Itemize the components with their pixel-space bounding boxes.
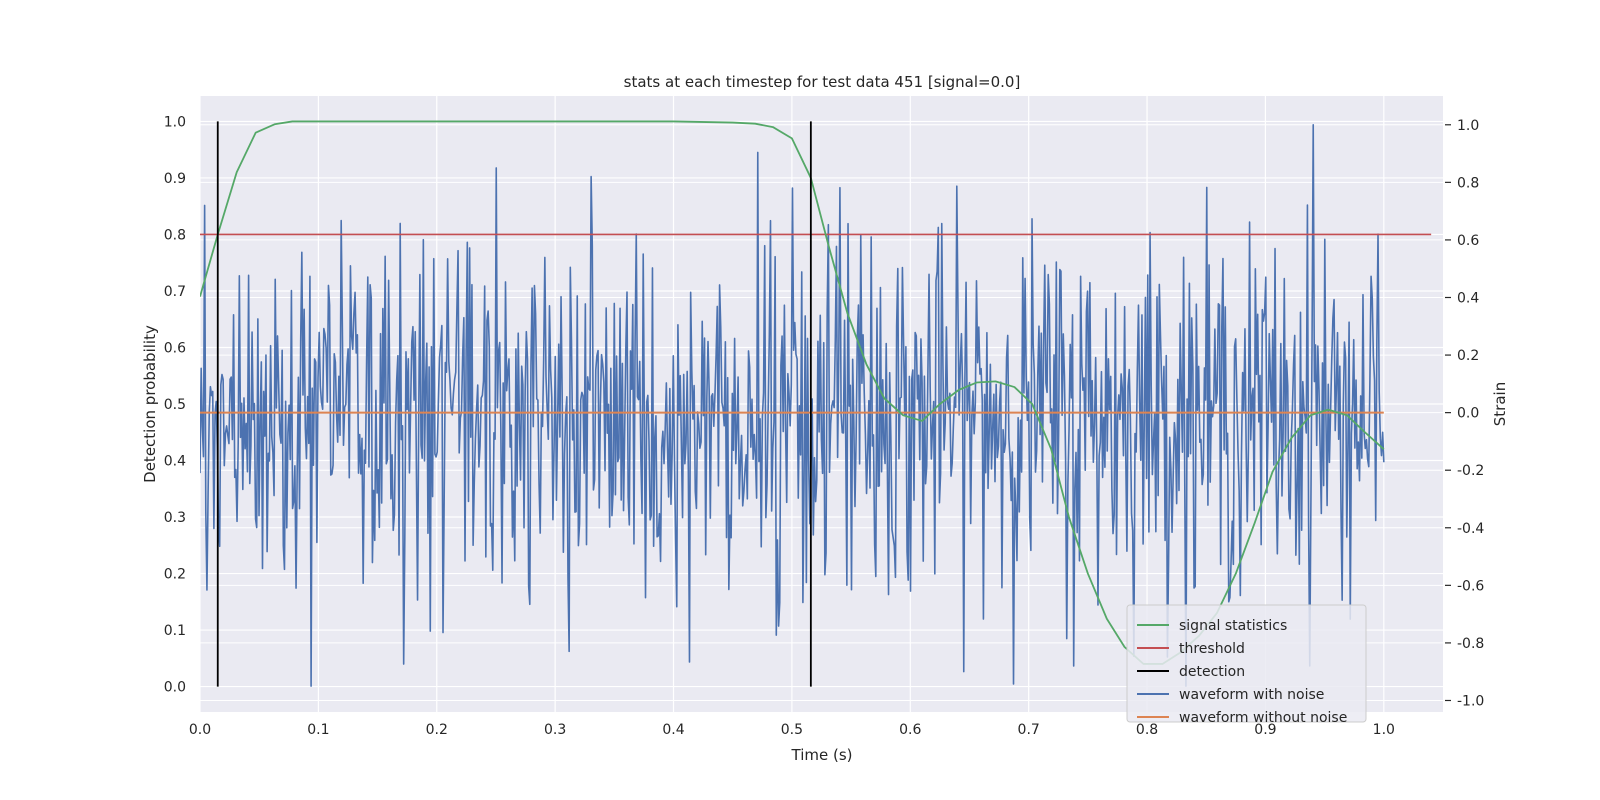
x-axis: 0.0 0.1 0.2 0.3 0.4 0.5 0.6 0.7 0.8 0.9 1.0 (189, 722, 1395, 738)
y-tick-label: 0.9 (164, 171, 186, 187)
legend-label: signal statistics (1179, 618, 1287, 634)
y-tick-label: 0.1 (164, 623, 186, 639)
x-tick-label: 0.4 (662, 722, 684, 738)
y-tick-label: 0.0 (164, 680, 186, 696)
y-tick-label: 0.8 (164, 227, 186, 243)
y2-tick-label: 0.4 (1457, 290, 1479, 306)
y-tick-label: 1.0 (164, 114, 186, 130)
chart-title: stats at each timestep for test data 451… (624, 73, 1021, 91)
y-tick-label: 0.5 (164, 397, 186, 413)
y2-tick-label: 0.6 (1457, 233, 1479, 249)
y-tick-label: 0.2 (164, 567, 186, 583)
x-tick-label: 0.6 (899, 722, 921, 738)
series-layer (200, 120, 1432, 687)
legend-label: waveform with noise (1179, 687, 1324, 703)
x-tick-label: 0.0 (189, 722, 211, 738)
y2-tick-label: -0.4 (1457, 521, 1484, 537)
y2-tick-label: 0.0 (1457, 406, 1479, 422)
y-tick-label: 0.3 (164, 510, 186, 526)
y-tick-label: 0.6 (164, 340, 186, 356)
legend: signal statistics threshold detection wavef… (1126, 604, 1367, 726)
y2-tick-label: -1.0 (1457, 693, 1484, 709)
legend-label: threshold (1179, 641, 1245, 657)
x-tick-label: 0.1 (307, 722, 329, 738)
y-tick-label: 0.7 (164, 284, 186, 300)
x-tick-label: 0.5 (781, 722, 803, 738)
x-tick-label: 0.9 (1254, 722, 1276, 738)
legend-box (1126, 604, 1367, 723)
x-tick-label: 1.0 (1373, 722, 1395, 738)
legend-label: detection (1179, 664, 1245, 680)
legend-label: waveform without noise (1179, 710, 1347, 726)
x-tick-label: 0.3 (544, 722, 566, 738)
x-axis-label: Time (s) (791, 746, 853, 764)
y2-tick-label: 1.0 (1457, 118, 1479, 134)
series-waveform-with-noise (200, 123, 1385, 687)
y-axis-left: 0.0 0.1 0.2 0.3 0.4 0.5 0.6 0.7 0.8 0.9 1.0 (164, 114, 186, 695)
y-axis-right: -1.0 -0.8 -0.6 -0.4 -0.2 0.0 0.2 0.4 0.6 0.8 1.0 (1445, 118, 1484, 709)
y2-tick-label: -0.2 (1457, 463, 1484, 479)
y2-axis-label: Strain (1491, 382, 1509, 426)
y-axis-label: Detection probability (141, 325, 159, 483)
y2-tick-label: -0.8 (1457, 636, 1484, 652)
y-tick-label: 0.4 (164, 454, 186, 470)
y2-tick-label: -0.6 (1457, 578, 1484, 594)
series-signal-statistics (200, 120, 1385, 665)
x-tick-label: 0.2 (426, 722, 448, 738)
x-tick-label: 0.7 (1018, 722, 1040, 738)
y2-tick-label: 0.2 (1457, 348, 1479, 364)
y2-tick-label: 0.8 (1457, 175, 1479, 191)
x-tick-label: 0.8 (1136, 722, 1158, 738)
